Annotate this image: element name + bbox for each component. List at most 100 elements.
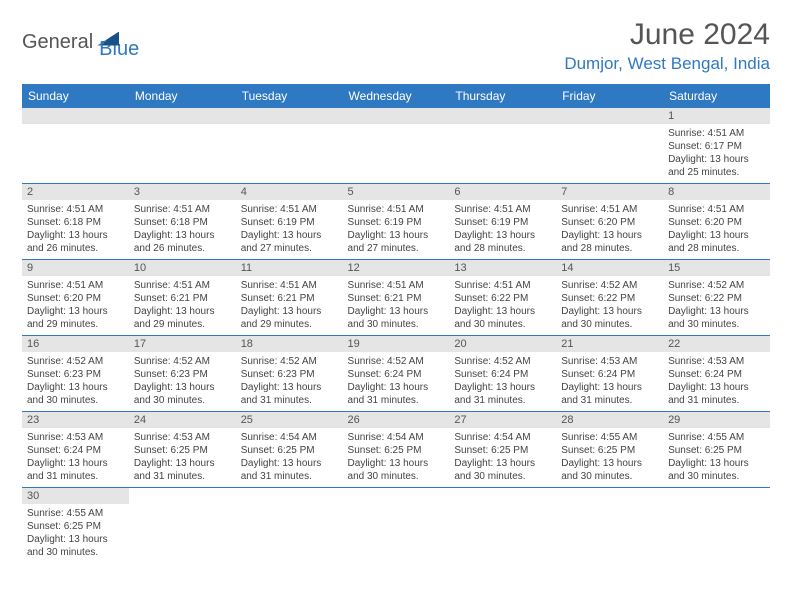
- calendar-day-cell: 24Sunrise: 4:53 AMSunset: 6:25 PMDayligh…: [129, 412, 236, 488]
- day-details: Sunrise: 4:53 AMSunset: 6:24 PMDaylight:…: [22, 428, 129, 487]
- calendar-week-row: 23Sunrise: 4:53 AMSunset: 6:24 PMDayligh…: [22, 412, 770, 488]
- calendar-week-row: 2Sunrise: 4:51 AMSunset: 6:18 PMDaylight…: [22, 184, 770, 260]
- day-number-empty: [449, 108, 556, 124]
- calendar-day-cell: [556, 108, 663, 184]
- day-number: 15: [663, 260, 770, 276]
- day-details: Sunrise: 4:55 AMSunset: 6:25 PMDaylight:…: [22, 504, 129, 563]
- calendar-day-cell: 14Sunrise: 4:52 AMSunset: 6:22 PMDayligh…: [556, 260, 663, 336]
- calendar-week-row: 1Sunrise: 4:51 AMSunset: 6:17 PMDaylight…: [22, 108, 770, 184]
- day-details: Sunrise: 4:52 AMSunset: 6:24 PMDaylight:…: [343, 352, 450, 411]
- calendar-day-cell: 10Sunrise: 4:51 AMSunset: 6:21 PMDayligh…: [129, 260, 236, 336]
- calendar-day-cell: [236, 108, 343, 184]
- day-details: Sunrise: 4:51 AMSunset: 6:21 PMDaylight:…: [343, 276, 450, 335]
- calendar-day-cell: 29Sunrise: 4:55 AMSunset: 6:25 PMDayligh…: [663, 412, 770, 488]
- day-number-empty: [129, 108, 236, 124]
- calendar-day-cell: 15Sunrise: 4:52 AMSunset: 6:22 PMDayligh…: [663, 260, 770, 336]
- day-details: Sunrise: 4:53 AMSunset: 6:25 PMDaylight:…: [129, 428, 236, 487]
- day-details: Sunrise: 4:51 AMSunset: 6:17 PMDaylight:…: [663, 124, 770, 183]
- header: General Blue June 2024 Dumjor, West Beng…: [22, 18, 770, 74]
- day-number: 7: [556, 184, 663, 200]
- calendar-day-cell: [449, 108, 556, 184]
- day-details: Sunrise: 4:51 AMSunset: 6:19 PMDaylight:…: [343, 200, 450, 259]
- weekday-header: Tuesday: [236, 84, 343, 108]
- day-number: 8: [663, 184, 770, 200]
- day-number: 22: [663, 336, 770, 352]
- day-details: Sunrise: 4:55 AMSunset: 6:25 PMDaylight:…: [556, 428, 663, 487]
- calendar-day-cell: 2Sunrise: 4:51 AMSunset: 6:18 PMDaylight…: [22, 184, 129, 260]
- day-number: 11: [236, 260, 343, 276]
- day-details: Sunrise: 4:52 AMSunset: 6:22 PMDaylight:…: [556, 276, 663, 335]
- day-number: 12: [343, 260, 450, 276]
- calendar-day-cell: 4Sunrise: 4:51 AMSunset: 6:19 PMDaylight…: [236, 184, 343, 260]
- day-number: 14: [556, 260, 663, 276]
- day-details: Sunrise: 4:51 AMSunset: 6:22 PMDaylight:…: [449, 276, 556, 335]
- logo-text-general: General: [22, 31, 93, 54]
- calendar-day-cell: 13Sunrise: 4:51 AMSunset: 6:22 PMDayligh…: [449, 260, 556, 336]
- calendar-day-cell: 21Sunrise: 4:53 AMSunset: 6:24 PMDayligh…: [556, 336, 663, 412]
- calendar-day-cell: [449, 488, 556, 564]
- day-details: Sunrise: 4:51 AMSunset: 6:18 PMDaylight:…: [129, 200, 236, 259]
- weekday-header: Monday: [129, 84, 236, 108]
- day-details: Sunrise: 4:55 AMSunset: 6:25 PMDaylight:…: [663, 428, 770, 487]
- calendar-day-cell: 26Sunrise: 4:54 AMSunset: 6:25 PMDayligh…: [343, 412, 450, 488]
- day-details: Sunrise: 4:51 AMSunset: 6:20 PMDaylight:…: [663, 200, 770, 259]
- day-details: Sunrise: 4:52 AMSunset: 6:22 PMDaylight:…: [663, 276, 770, 335]
- calendar-day-cell: 19Sunrise: 4:52 AMSunset: 6:24 PMDayligh…: [343, 336, 450, 412]
- day-number: 4: [236, 184, 343, 200]
- day-details: Sunrise: 4:51 AMSunset: 6:19 PMDaylight:…: [236, 200, 343, 259]
- day-details: Sunrise: 4:53 AMSunset: 6:24 PMDaylight:…: [556, 352, 663, 411]
- calendar-day-cell: 8Sunrise: 4:51 AMSunset: 6:20 PMDaylight…: [663, 184, 770, 260]
- day-details: Sunrise: 4:51 AMSunset: 6:19 PMDaylight:…: [449, 200, 556, 259]
- page-subtitle: Dumjor, West Bengal, India: [564, 54, 770, 74]
- day-number: 3: [129, 184, 236, 200]
- calendar-day-cell: 3Sunrise: 4:51 AMSunset: 6:18 PMDaylight…: [129, 184, 236, 260]
- day-number: 23: [22, 412, 129, 428]
- calendar-day-cell: 28Sunrise: 4:55 AMSunset: 6:25 PMDayligh…: [556, 412, 663, 488]
- day-number: 13: [449, 260, 556, 276]
- day-number: 21: [556, 336, 663, 352]
- calendar-day-cell: [343, 488, 450, 564]
- day-number: 18: [236, 336, 343, 352]
- calendar-day-cell: [343, 108, 450, 184]
- day-number: 29: [663, 412, 770, 428]
- day-number: 1: [663, 108, 770, 124]
- calendar-day-cell: [129, 108, 236, 184]
- day-details: Sunrise: 4:51 AMSunset: 6:18 PMDaylight:…: [22, 200, 129, 259]
- calendar-day-cell: 17Sunrise: 4:52 AMSunset: 6:23 PMDayligh…: [129, 336, 236, 412]
- calendar-day-cell: 6Sunrise: 4:51 AMSunset: 6:19 PMDaylight…: [449, 184, 556, 260]
- day-details: Sunrise: 4:52 AMSunset: 6:23 PMDaylight:…: [236, 352, 343, 411]
- day-details: Sunrise: 4:51 AMSunset: 6:20 PMDaylight:…: [556, 200, 663, 259]
- weekday-header-row: Sunday Monday Tuesday Wednesday Thursday…: [22, 84, 770, 108]
- calendar-day-cell: [22, 108, 129, 184]
- calendar-day-cell: 20Sunrise: 4:52 AMSunset: 6:24 PMDayligh…: [449, 336, 556, 412]
- calendar-day-cell: 27Sunrise: 4:54 AMSunset: 6:25 PMDayligh…: [449, 412, 556, 488]
- calendar-table: Sunday Monday Tuesday Wednesday Thursday…: [22, 84, 770, 563]
- calendar-week-row: 30Sunrise: 4:55 AMSunset: 6:25 PMDayligh…: [22, 488, 770, 564]
- calendar-day-cell: [236, 488, 343, 564]
- calendar-day-cell: 12Sunrise: 4:51 AMSunset: 6:21 PMDayligh…: [343, 260, 450, 336]
- calendar-day-cell: 16Sunrise: 4:52 AMSunset: 6:23 PMDayligh…: [22, 336, 129, 412]
- calendar-day-cell: 11Sunrise: 4:51 AMSunset: 6:21 PMDayligh…: [236, 260, 343, 336]
- day-number-empty: [343, 108, 450, 124]
- day-number: 20: [449, 336, 556, 352]
- day-number: 10: [129, 260, 236, 276]
- weekday-header: Friday: [556, 84, 663, 108]
- calendar-day-cell: [556, 488, 663, 564]
- day-number: 26: [343, 412, 450, 428]
- day-number: 24: [129, 412, 236, 428]
- calendar-day-cell: 23Sunrise: 4:53 AMSunset: 6:24 PMDayligh…: [22, 412, 129, 488]
- day-details: Sunrise: 4:54 AMSunset: 6:25 PMDaylight:…: [343, 428, 450, 487]
- calendar-week-row: 9Sunrise: 4:51 AMSunset: 6:20 PMDaylight…: [22, 260, 770, 336]
- weekday-header: Thursday: [449, 84, 556, 108]
- page-title: June 2024: [564, 18, 770, 52]
- day-number: 30: [22, 488, 129, 504]
- day-number: 2: [22, 184, 129, 200]
- day-details: Sunrise: 4:53 AMSunset: 6:24 PMDaylight:…: [663, 352, 770, 411]
- day-number: 5: [343, 184, 450, 200]
- day-details: Sunrise: 4:51 AMSunset: 6:21 PMDaylight:…: [236, 276, 343, 335]
- calendar-day-cell: [663, 488, 770, 564]
- title-block: June 2024 Dumjor, West Bengal, India: [564, 18, 770, 74]
- day-number: 17: [129, 336, 236, 352]
- calendar-day-cell: 1Sunrise: 4:51 AMSunset: 6:17 PMDaylight…: [663, 108, 770, 184]
- day-number: 27: [449, 412, 556, 428]
